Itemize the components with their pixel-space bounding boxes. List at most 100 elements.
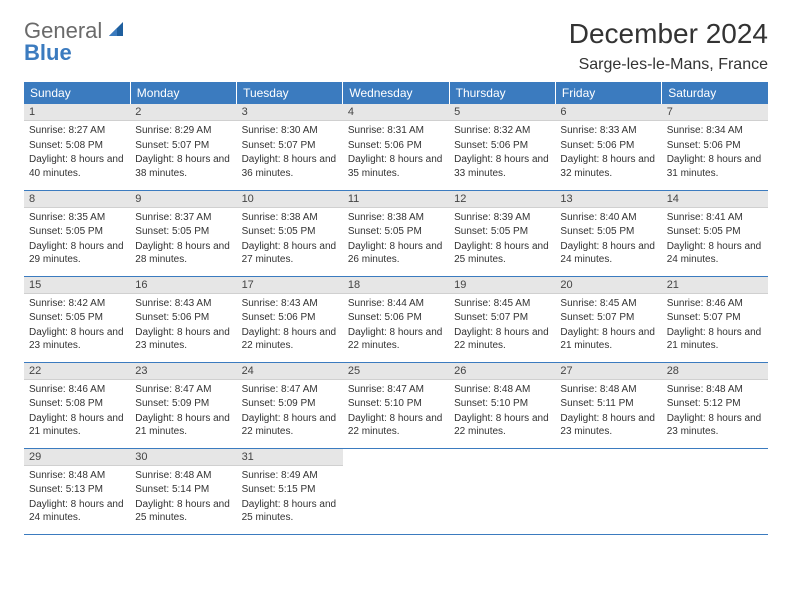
calendar-cell: 8Sunrise: 8:35 AMSunset: 5:05 PMDaylight… [24,190,130,276]
daylight-line: Daylight: 8 hours and 21 minutes. [560,326,656,353]
day-number: 24 [237,363,343,380]
calendar-cell: 24Sunrise: 8:47 AMSunset: 5:09 PMDayligh… [237,362,343,448]
sunrise-line: Sunrise: 8:45 AM [560,297,656,311]
sunset-line: Sunset: 5:05 PM [29,311,125,325]
calendar-cell: 9Sunrise: 8:37 AMSunset: 5:05 PMDaylight… [130,190,236,276]
weekday-header: Thursday [449,82,555,104]
calendar-cell: 17Sunrise: 8:43 AMSunset: 5:06 PMDayligh… [237,276,343,362]
day-details: Sunrise: 8:41 AMSunset: 5:05 PMDaylight:… [662,208,768,271]
calendar-cell: 18Sunrise: 8:44 AMSunset: 5:06 PMDayligh… [343,276,449,362]
day-details: Sunrise: 8:46 AMSunset: 5:07 PMDaylight:… [662,294,768,357]
daylight-line: Daylight: 8 hours and 23 minutes. [560,412,656,439]
sunrise-line: Sunrise: 8:48 AM [667,383,763,397]
calendar-cell: 28Sunrise: 8:48 AMSunset: 5:12 PMDayligh… [662,362,768,448]
daylight-line: Daylight: 8 hours and 26 minutes. [348,240,444,267]
calendar-cell: 21Sunrise: 8:46 AMSunset: 5:07 PMDayligh… [662,276,768,362]
calendar-cell: 2Sunrise: 8:29 AMSunset: 5:07 PMDaylight… [130,104,236,190]
sunset-line: Sunset: 5:15 PM [242,483,338,497]
sunrise-line: Sunrise: 8:30 AM [242,124,338,138]
logo-text-blue: Blue [24,40,72,65]
day-details: Sunrise: 8:44 AMSunset: 5:06 PMDaylight:… [343,294,449,357]
sunset-line: Sunset: 5:11 PM [560,397,656,411]
title-block: December 2024 Sarge-les-le-Mans, France [569,18,768,74]
daylight-line: Daylight: 8 hours and 22 minutes. [454,326,550,353]
sunset-line: Sunset: 5:09 PM [242,397,338,411]
location: Sarge-les-le-Mans, France [569,56,768,74]
sunrise-line: Sunrise: 8:47 AM [242,383,338,397]
sunset-line: Sunset: 5:13 PM [29,483,125,497]
day-number: 14 [662,191,768,208]
sunset-line: Sunset: 5:05 PM [454,225,550,239]
daylight-line: Daylight: 8 hours and 21 minutes. [667,326,763,353]
daylight-line: Daylight: 8 hours and 22 minutes. [454,412,550,439]
sunrise-line: Sunrise: 8:42 AM [29,297,125,311]
sunrise-line: Sunrise: 8:47 AM [135,383,231,397]
sunrise-line: Sunrise: 8:38 AM [242,211,338,225]
day-number: 23 [130,363,236,380]
day-details: Sunrise: 8:38 AMSunset: 5:05 PMDaylight:… [237,208,343,271]
sunrise-line: Sunrise: 8:40 AM [560,211,656,225]
calendar-row: 1Sunrise: 8:27 AMSunset: 5:08 PMDaylight… [24,104,768,190]
daylight-line: Daylight: 8 hours and 22 minutes. [242,412,338,439]
sunset-line: Sunset: 5:05 PM [242,225,338,239]
day-details: Sunrise: 8:43 AMSunset: 5:06 PMDaylight:… [130,294,236,357]
sunset-line: Sunset: 5:05 PM [667,225,763,239]
sunrise-line: Sunrise: 8:38 AM [348,211,444,225]
daylight-line: Daylight: 8 hours and 24 minutes. [560,240,656,267]
sunrise-line: Sunrise: 8:41 AM [667,211,763,225]
calendar-row: 22Sunrise: 8:46 AMSunset: 5:08 PMDayligh… [24,362,768,448]
sunset-line: Sunset: 5:09 PM [135,397,231,411]
daylight-line: Daylight: 8 hours and 29 minutes. [29,240,125,267]
calendar-cell: 22Sunrise: 8:46 AMSunset: 5:08 PMDayligh… [24,362,130,448]
calendar-cell [449,448,555,534]
sunset-line: Sunset: 5:06 PM [560,139,656,153]
day-details: Sunrise: 8:33 AMSunset: 5:06 PMDaylight:… [555,121,661,184]
sunset-line: Sunset: 5:06 PM [348,139,444,153]
sunrise-line: Sunrise: 8:43 AM [242,297,338,311]
daylight-line: Daylight: 8 hours and 40 minutes. [29,153,125,180]
day-number: 9 [130,191,236,208]
day-details: Sunrise: 8:49 AMSunset: 5:15 PMDaylight:… [237,466,343,529]
day-details: Sunrise: 8:31 AMSunset: 5:06 PMDaylight:… [343,121,449,184]
calendar-cell: 3Sunrise: 8:30 AMSunset: 5:07 PMDaylight… [237,104,343,190]
daylight-line: Daylight: 8 hours and 22 minutes. [242,326,338,353]
day-number: 31 [237,449,343,466]
day-number: 1 [24,104,130,121]
daylight-line: Daylight: 8 hours and 25 minutes. [454,240,550,267]
calendar-cell: 11Sunrise: 8:38 AMSunset: 5:05 PMDayligh… [343,190,449,276]
day-number: 7 [662,104,768,121]
sunrise-line: Sunrise: 8:45 AM [454,297,550,311]
day-details: Sunrise: 8:34 AMSunset: 5:06 PMDaylight:… [662,121,768,184]
weekday-header: Tuesday [237,82,343,104]
day-number: 21 [662,277,768,294]
daylight-line: Daylight: 8 hours and 24 minutes. [667,240,763,267]
weekday-header: Friday [555,82,661,104]
day-details: Sunrise: 8:47 AMSunset: 5:10 PMDaylight:… [343,380,449,443]
weekday-header: Wednesday [343,82,449,104]
sunrise-line: Sunrise: 8:49 AM [242,469,338,483]
sunset-line: Sunset: 5:05 PM [29,225,125,239]
calendar-cell [555,448,661,534]
daylight-line: Daylight: 8 hours and 35 minutes. [348,153,444,180]
calendar-cell: 13Sunrise: 8:40 AMSunset: 5:05 PMDayligh… [555,190,661,276]
daylight-line: Daylight: 8 hours and 25 minutes. [135,498,231,525]
day-number: 8 [24,191,130,208]
daylight-line: Daylight: 8 hours and 28 minutes. [135,240,231,267]
sunrise-line: Sunrise: 8:39 AM [454,211,550,225]
sunset-line: Sunset: 5:05 PM [348,225,444,239]
calendar-cell: 6Sunrise: 8:33 AMSunset: 5:06 PMDaylight… [555,104,661,190]
calendar-cell: 23Sunrise: 8:47 AMSunset: 5:09 PMDayligh… [130,362,236,448]
day-details: Sunrise: 8:48 AMSunset: 5:12 PMDaylight:… [662,380,768,443]
sunrise-line: Sunrise: 8:33 AM [560,124,656,138]
day-number: 19 [449,277,555,294]
weekday-header: Monday [130,82,236,104]
daylight-line: Daylight: 8 hours and 32 minutes. [560,153,656,180]
day-details: Sunrise: 8:47 AMSunset: 5:09 PMDaylight:… [237,380,343,443]
calendar-cell: 27Sunrise: 8:48 AMSunset: 5:11 PMDayligh… [555,362,661,448]
day-details: Sunrise: 8:48 AMSunset: 5:10 PMDaylight:… [449,380,555,443]
calendar-row: 15Sunrise: 8:42 AMSunset: 5:05 PMDayligh… [24,276,768,362]
daylight-line: Daylight: 8 hours and 33 minutes. [454,153,550,180]
calendar-cell: 10Sunrise: 8:38 AMSunset: 5:05 PMDayligh… [237,190,343,276]
day-details: Sunrise: 8:48 AMSunset: 5:11 PMDaylight:… [555,380,661,443]
sunset-line: Sunset: 5:07 PM [242,139,338,153]
